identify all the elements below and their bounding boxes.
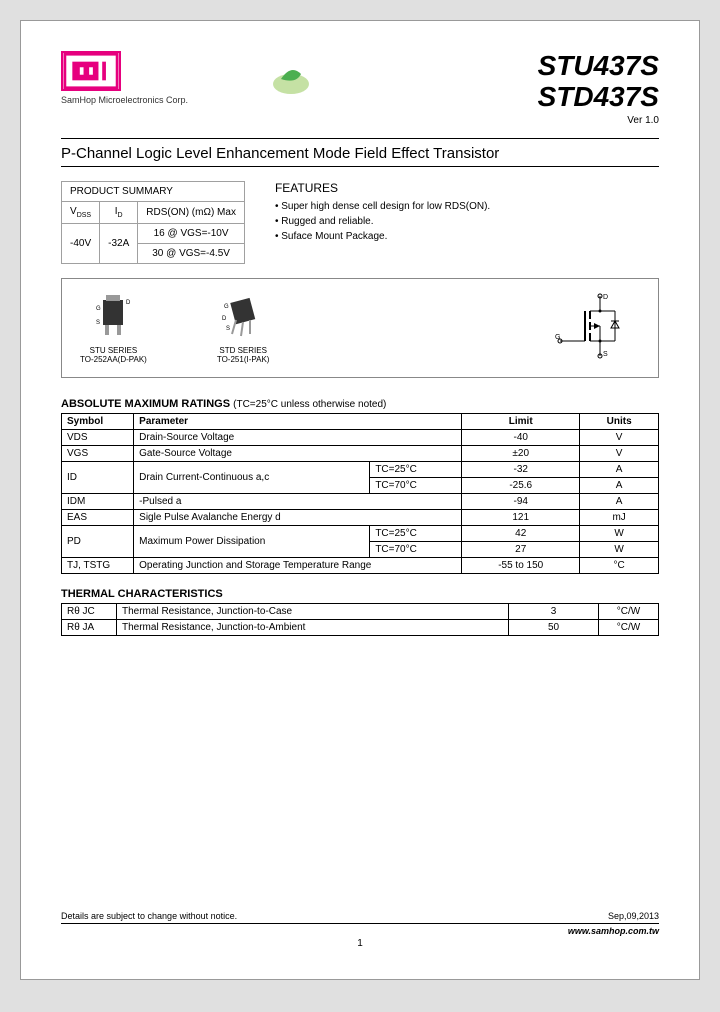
- summary-h2: ID: [100, 201, 138, 223]
- table-row: EASSigle Pulse Avalanche Energy d121mJ: [62, 509, 659, 525]
- table-row: IDM -Pulsed a-94A: [62, 493, 659, 509]
- features-list: Super high dense cell design for low RDS…: [275, 201, 490, 242]
- svg-text:S: S: [603, 351, 608, 358]
- pkg-std-line1: STD SERIES: [219, 346, 267, 355]
- footer-url: www.samhop.com.tw: [568, 926, 659, 936]
- package-stu: G S D STU SERIES TO-252AA(D-PAK): [80, 292, 147, 364]
- col-parameter: Parameter: [134, 413, 462, 429]
- svg-text:D: D: [126, 300, 131, 306]
- svg-text:D: D: [222, 316, 227, 322]
- features-title: FEATURES: [275, 181, 490, 195]
- table-row: IDDrain Current-Continuous a,cTC=25°C-32…: [62, 461, 659, 477]
- summary-title: PRODUCT SUMMARY: [62, 181, 245, 201]
- col-units: Units: [580, 413, 659, 429]
- table-row: VGSGate-Source Voltage±20V: [62, 445, 659, 461]
- svg-text:S: S: [96, 320, 100, 326]
- footer: Details are subject to change without no…: [61, 911, 659, 949]
- subtitle: P-Channel Logic Level Enhancement Mode F…: [61, 138, 659, 167]
- eco-icon: [271, 59, 311, 99]
- page-number: 1: [61, 938, 659, 949]
- title-block: STU437S STD437S Ver 1.0: [538, 51, 659, 126]
- summary-id: -32A: [100, 223, 138, 263]
- schematic-symbol: D S G: [550, 291, 640, 365]
- pkg-stu-line2: TO-252AA(D-PAK): [80, 355, 147, 364]
- package-box: GSD STU SERIES TO-252AA(D-PAK) GDS STD S…: [61, 278, 659, 378]
- svg-text:G: G: [224, 304, 229, 310]
- summary-r1: 16 @ VGS=-10V: [138, 223, 245, 243]
- feature-item: Super high dense cell design for low RDS…: [275, 201, 490, 212]
- pkg-stu-line1: STU SERIES: [90, 346, 138, 355]
- table-row: Rθ JAThermal Resistance, Junction-to-Amb…: [62, 619, 659, 635]
- col-limit: Limit: [462, 413, 580, 429]
- amr-table: Symbol Parameter Limit Units VDSDrain-So…: [61, 413, 659, 574]
- package-std: GDS STD SERIES TO-251(I-PAK): [217, 292, 270, 364]
- svg-text:D: D: [603, 294, 608, 301]
- table-row: PDMaximum Power DissipationTC=25°C42W: [62, 525, 659, 541]
- summary-vdss: -40V: [62, 223, 100, 263]
- summary-r2: 30 @ VGS=-4.5V: [138, 243, 245, 263]
- version: Ver 1.0: [538, 115, 659, 126]
- part-number-2: STD437S: [538, 82, 659, 113]
- product-summary: PRODUCT SUMMARY VDSS ID RDS(ON) (mΩ) Max…: [61, 181, 245, 264]
- table-row: VDSDrain-Source Voltage-40V: [62, 429, 659, 445]
- company-logo: [61, 51, 121, 91]
- footer-note: Details are subject to change without no…: [61, 911, 237, 921]
- summary-h3: RDS(ON) (mΩ) Max: [138, 201, 245, 223]
- table-row: Rθ JCThermal Resistance, Junction-to-Cas…: [62, 603, 659, 619]
- svg-text:G: G: [555, 334, 560, 341]
- svg-text:G: G: [96, 306, 101, 312]
- table-row: TJ, TSTGOperating Junction and Storage T…: [62, 557, 659, 573]
- svg-text:S: S: [226, 326, 230, 332]
- thermal-table: Rθ JCThermal Resistance, Junction-to-Cas…: [61, 603, 659, 636]
- logo-area: SamHop Microelectronics Corp.: [61, 51, 188, 105]
- company-name: SamHop Microelectronics Corp.: [61, 95, 188, 105]
- part-number-1: STU437S: [538, 51, 659, 82]
- summary-features-row: PRODUCT SUMMARY VDSS ID RDS(ON) (mΩ) Max…: [61, 181, 659, 264]
- pkg-std-line2: TO-251(I-PAK): [217, 355, 270, 364]
- amr-title: ABSOLUTE MAXIMUM RATINGS (TC=25°C unless…: [61, 398, 659, 410]
- col-symbol: Symbol: [62, 413, 134, 429]
- datasheet-page: SamHop Microelectronics Corp. STU437S ST…: [20, 20, 700, 980]
- summary-h1: VDSS: [62, 201, 100, 223]
- feature-item: Rugged and reliable.: [275, 216, 490, 227]
- feature-item: Suface Mount Package.: [275, 231, 490, 242]
- thermal-title: THERMAL CHARACTERISTICS: [61, 588, 659, 600]
- header: SamHop Microelectronics Corp. STU437S ST…: [61, 51, 659, 126]
- features: FEATURES Super high dense cell design fo…: [275, 181, 490, 264]
- footer-date: Sep,09,2013: [608, 911, 659, 921]
